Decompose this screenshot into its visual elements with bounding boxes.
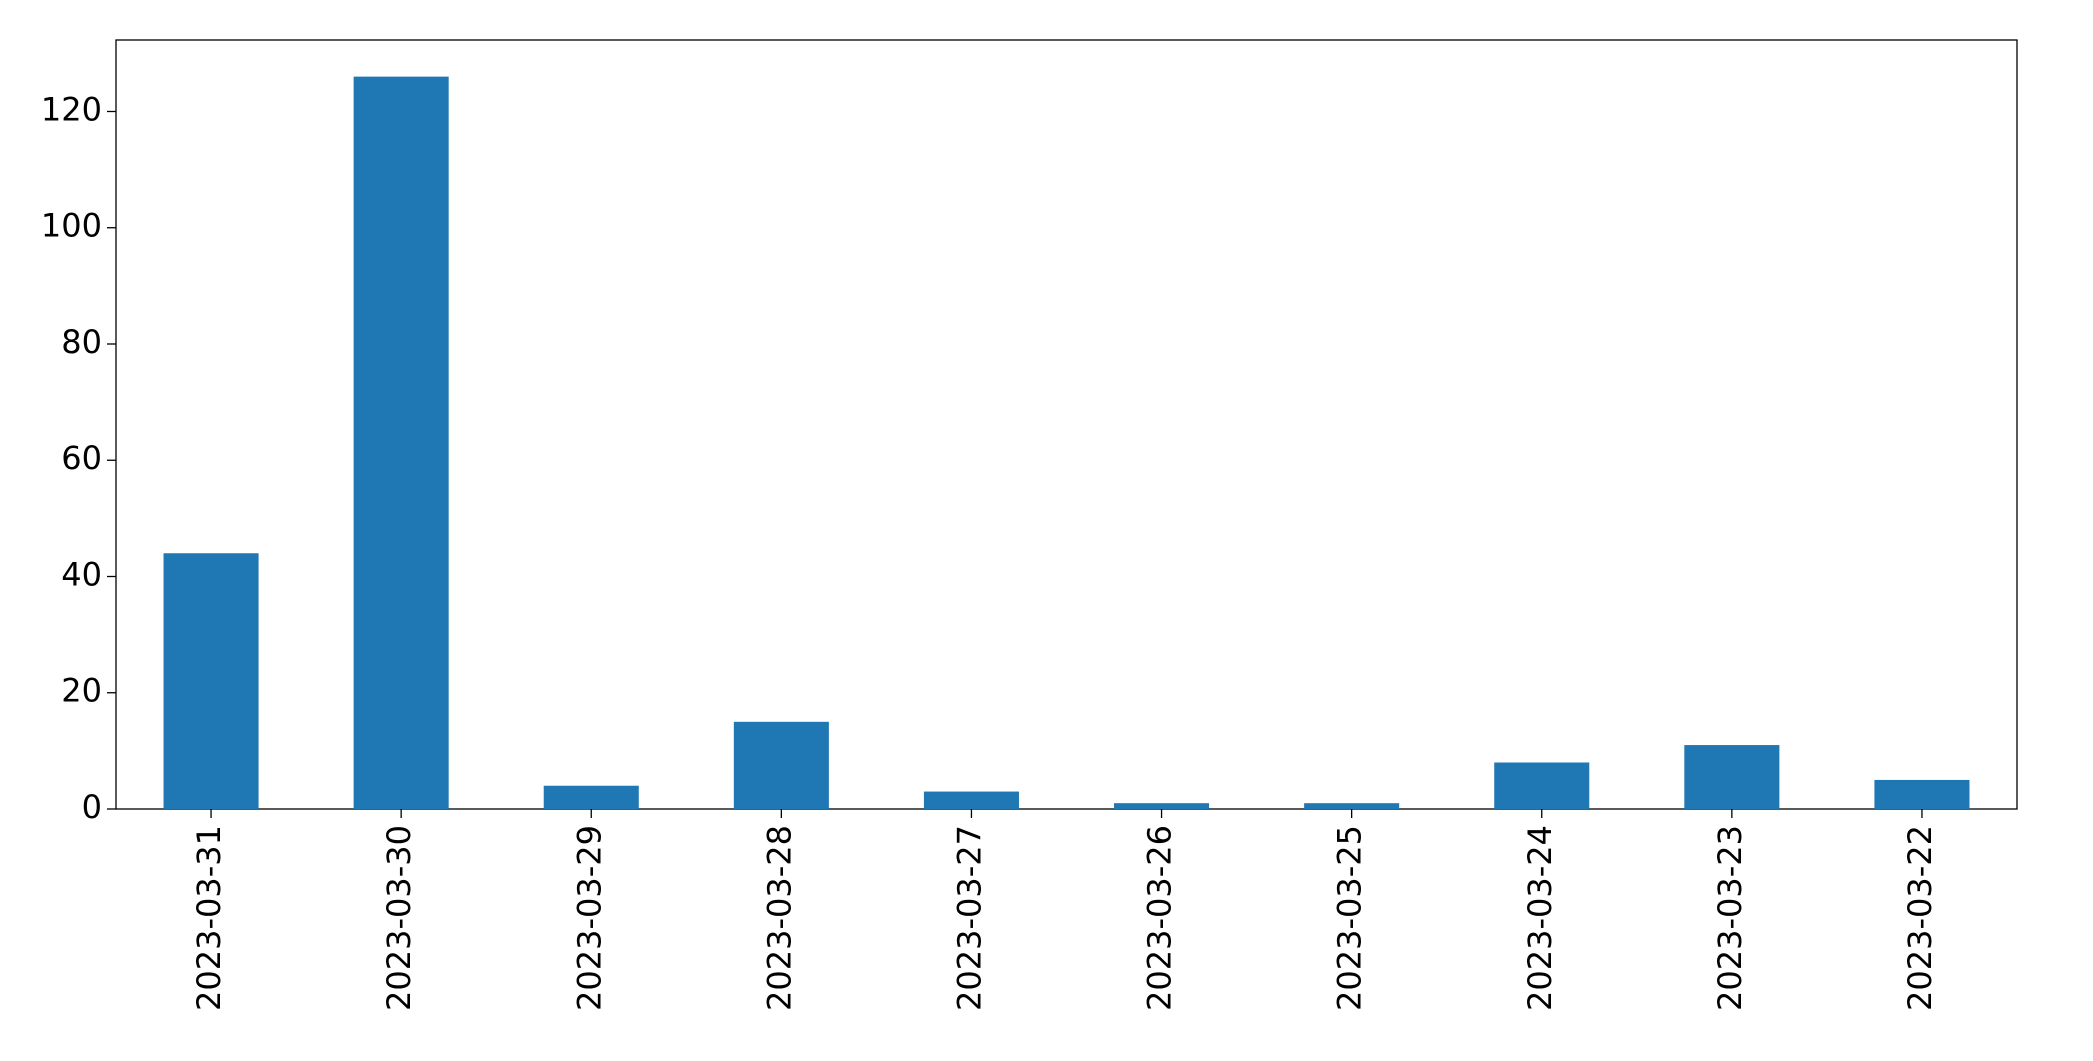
y-tick-label: 120 bbox=[41, 90, 102, 128]
bar bbox=[733, 721, 829, 809]
bar bbox=[923, 791, 1019, 809]
x-tick-label: 2023-03-22 bbox=[1901, 825, 1939, 1011]
bar bbox=[1494, 762, 1590, 809]
bar bbox=[353, 76, 449, 810]
x-tick-label: 2023-03-29 bbox=[570, 825, 608, 1011]
x-tick-label: 2023-03-24 bbox=[1521, 825, 1559, 1011]
x-tick-label: 2023-03-31 bbox=[190, 825, 228, 1011]
bar bbox=[1874, 779, 1970, 809]
x-tick-label: 2023-03-23 bbox=[1711, 825, 1749, 1011]
y-tick-label: 0 bbox=[82, 788, 102, 826]
y-tick-label: 80 bbox=[61, 323, 102, 361]
bar bbox=[1304, 803, 1400, 809]
y-tick-label: 40 bbox=[61, 555, 102, 593]
x-tick-label: 2023-03-27 bbox=[950, 825, 988, 1011]
bar bbox=[543, 785, 639, 809]
bar bbox=[163, 553, 259, 809]
y-tick-label: 20 bbox=[61, 672, 102, 710]
y-tick-label: 60 bbox=[61, 439, 102, 477]
x-tick-label: 2023-03-26 bbox=[1141, 825, 1179, 1011]
y-tick-label: 100 bbox=[41, 207, 102, 245]
bar bbox=[1114, 803, 1210, 809]
x-tick-label: 2023-03-28 bbox=[760, 825, 798, 1011]
bar bbox=[1684, 745, 1780, 809]
x-tick-label: 2023-03-30 bbox=[380, 825, 418, 1011]
x-tick-label: 2023-03-25 bbox=[1331, 825, 1369, 1011]
plot-frame bbox=[115, 39, 2018, 810]
